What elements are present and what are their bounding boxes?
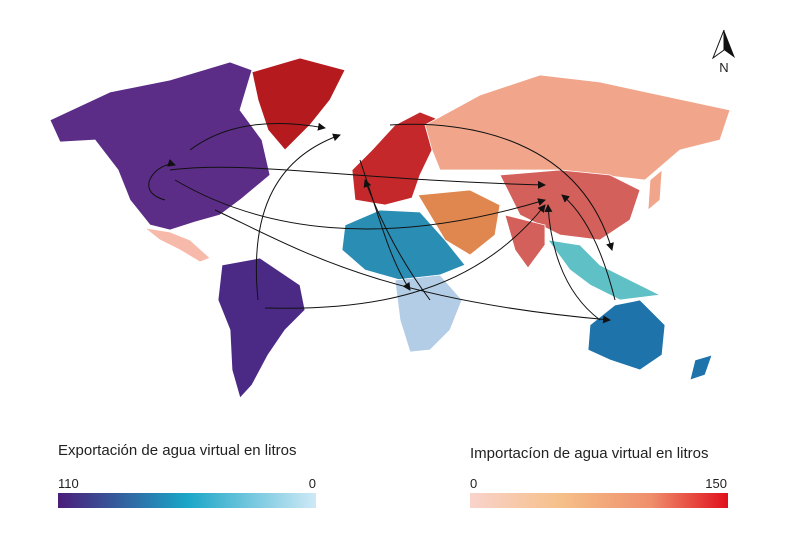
arrow (389, 123, 614, 251)
japan (647, 169, 663, 211)
legend-max: 0 (309, 476, 316, 491)
central-america (143, 227, 211, 263)
russia (424, 74, 731, 181)
north-arrow: N (711, 29, 735, 75)
arrow (214, 209, 611, 324)
north-africa (341, 209, 466, 281)
north-america (49, 61, 271, 231)
arrow (363, 179, 431, 301)
trade-arrows (148, 122, 616, 324)
arrow (264, 204, 546, 309)
legend-min: 110 (58, 476, 79, 491)
import-legend: Importacíon de agua virtual en litros 0 … (470, 445, 728, 508)
world-map (49, 57, 731, 399)
north-icon (724, 30, 735, 58)
legend-max: 150 (705, 476, 727, 491)
north-label: N (719, 60, 728, 75)
arrow (189, 122, 326, 151)
australia (587, 299, 666, 371)
legend-min: 0 (470, 476, 477, 491)
legend-title: Importacíon de agua virtual en litros (470, 445, 708, 462)
southeast-asia (547, 239, 662, 301)
new-zealand (689, 354, 713, 381)
south-america (217, 257, 306, 399)
arrow (544, 204, 601, 321)
export-legend: Exportación de agua virtual en litros 11… (58, 442, 316, 508)
legend-title: Exportación de agua virtual en litros (58, 442, 296, 459)
middle-east (417, 189, 501, 256)
legend-gradient (470, 493, 728, 508)
arrow (148, 159, 176, 201)
arrow (255, 133, 341, 301)
south-africa (394, 274, 463, 353)
legend-gradient (58, 493, 316, 508)
greenland (251, 57, 346, 151)
arrow (174, 179, 546, 230)
india (504, 214, 546, 269)
north-icon (711, 29, 725, 60)
arrow (561, 194, 616, 301)
arrow (169, 166, 546, 189)
